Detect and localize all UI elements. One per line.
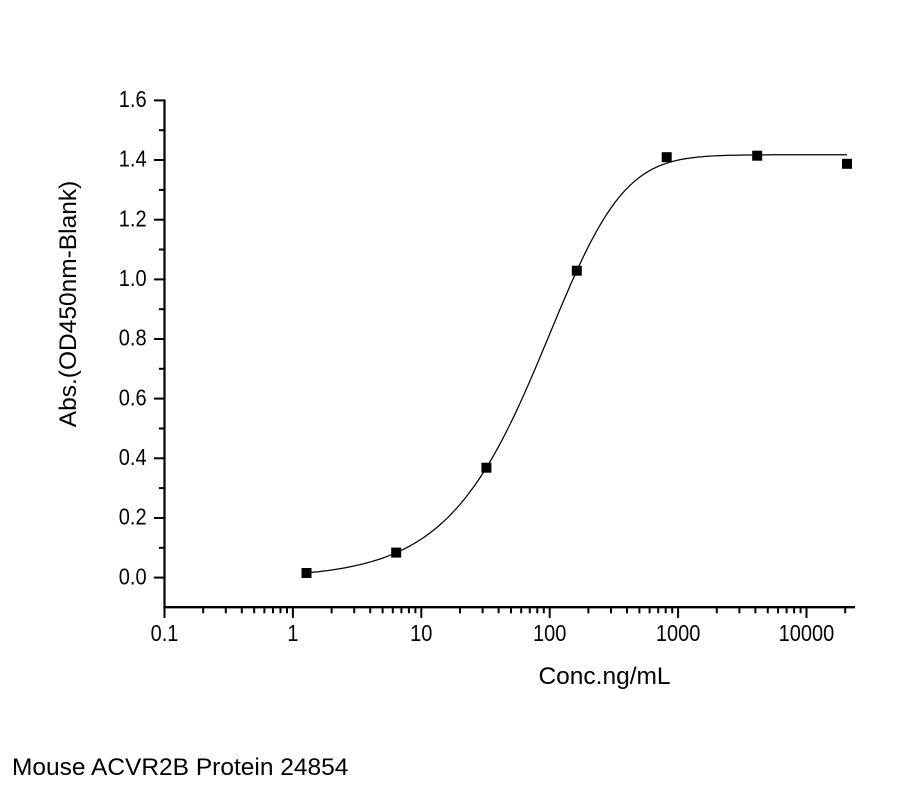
svg-text:10: 10	[410, 620, 432, 647]
svg-text:1000: 1000	[656, 620, 701, 647]
svg-text:Mouse ACVR2B Protein 24854: Mouse ACVR2B Protein 24854	[12, 754, 348, 781]
svg-text:Abs.(OD450nm-Blank): Abs.(OD450nm-Blank)	[55, 181, 82, 427]
svg-text:0.2: 0.2	[119, 503, 147, 530]
svg-text:0.6: 0.6	[119, 384, 147, 411]
svg-text:1: 1	[287, 620, 298, 647]
svg-text:100: 100	[533, 620, 566, 647]
svg-text:10000: 10000	[779, 620, 835, 647]
svg-text:0.1: 0.1	[151, 620, 179, 647]
svg-text:1.2: 1.2	[119, 205, 147, 232]
svg-text:1.6: 1.6	[119, 86, 147, 113]
svg-text:1.4: 1.4	[119, 145, 147, 172]
svg-text:Conc.ng/mL: Conc.ng/mL	[538, 663, 670, 690]
svg-text:0.4: 0.4	[119, 444, 147, 471]
svg-text:1.0: 1.0	[119, 265, 147, 292]
svg-text:0.0: 0.0	[119, 563, 147, 590]
svg-text:0.8: 0.8	[119, 324, 147, 351]
